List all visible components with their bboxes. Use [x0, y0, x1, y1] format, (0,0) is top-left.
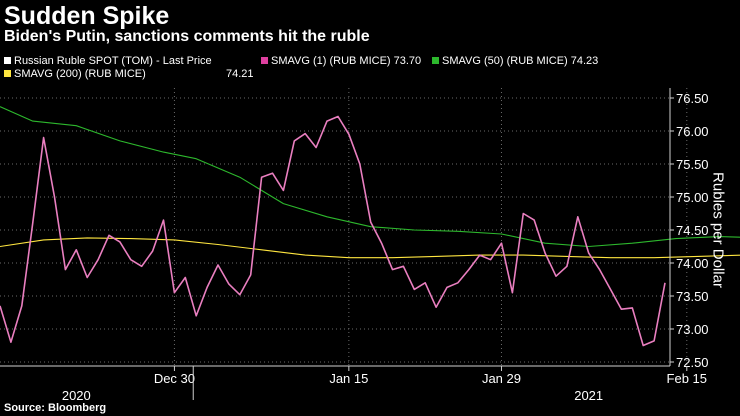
y-tick-label: 75.50	[676, 157, 709, 172]
y-tick-label: 74.00	[676, 256, 709, 271]
legend-swatch-smavg200	[4, 70, 11, 77]
y-tick-label: 76.50	[676, 91, 709, 106]
legend-value-smavg200: 74.21	[226, 68, 254, 80]
legend-item-smavg200: SMAVG (200) (RUB MICE)	[4, 68, 146, 80]
x-tick-label: Jan 29	[482, 371, 521, 386]
y-tick-label: 73.50	[676, 289, 709, 304]
series-line-smavg200	[0, 237, 740, 259]
y-axis-label: Rubles per Dollar	[709, 172, 727, 288]
y-tick-label: 73.00	[676, 322, 709, 337]
x-tick-label: Jan 15	[329, 371, 368, 386]
legend-value-smavg1: 73.70	[393, 55, 422, 67]
source-note: Source: Bloomberg	[4, 402, 107, 414]
legend-swatch-smavg1	[261, 57, 268, 64]
legend-item-smavg50: SMAVG (50) (RUB MICE) 74.23	[432, 55, 598, 67]
chart-title: Sudden Spike	[4, 2, 170, 30]
legend-swatch-spot	[4, 57, 11, 64]
legend: Russian Ruble SPOT (TOM) - Last Price SM…	[4, 55, 724, 81]
chart-subtitle: Biden's Putin, sanctions comments hit th…	[4, 28, 370, 45]
y-tick-label: 72.50	[676, 355, 709, 370]
series-line-smavg1	[0, 115, 666, 347]
legend-swatch-smavg50	[432, 57, 439, 64]
series-layer	[0, 106, 740, 347]
x-year-label: 2020	[62, 388, 91, 403]
y-tick-label: 74.50	[676, 223, 709, 238]
legend-item-spot: Russian Ruble SPOT (TOM) - Last Price	[4, 55, 212, 67]
series-line-smavg50	[0, 106, 740, 248]
legend-item-smavg1: SMAVG (1) (RUB MICE) 73.70	[261, 55, 421, 67]
legend-label-spot: Russian Ruble SPOT (TOM) - Last Price	[14, 55, 212, 67]
legend-label-smavg50: SMAVG (50) (RUB MICE)	[442, 55, 568, 67]
legend-label-smavg200: SMAVG (200) (RUB MICE)	[14, 68, 146, 80]
legend-value-smavg50: 74.23	[570, 55, 599, 67]
y-tick-label: 75.00	[676, 190, 709, 205]
legend-label-smavg1: SMAVG (1) (RUB MICE)	[271, 55, 391, 67]
x-tick-label: Feb 15	[667, 371, 707, 386]
x-tick-label: Dec 30	[154, 371, 195, 386]
x-year-label: 2021	[574, 388, 603, 403]
y-axis-ticks: 72.50 73.00 73.50 74.00 74.50 75.00 75.50 76.00…	[670, 91, 709, 370]
y-tick-label: 76.00	[676, 124, 709, 139]
